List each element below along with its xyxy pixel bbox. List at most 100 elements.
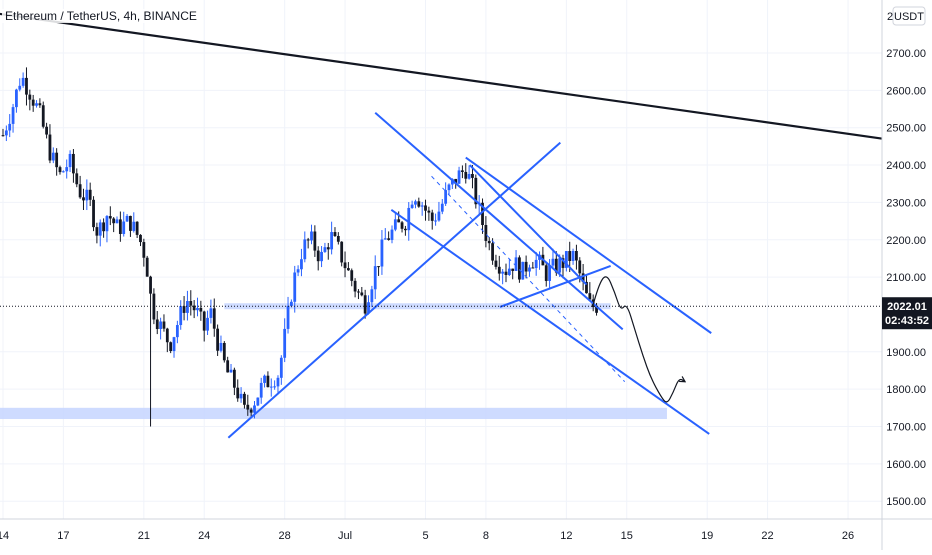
candle-body — [45, 126, 48, 135]
candle-body — [31, 99, 35, 106]
candle-body — [226, 360, 230, 373]
candle-body — [373, 266, 377, 290]
candle-body — [303, 239, 307, 260]
candle-body — [139, 234, 142, 243]
trendline — [465, 156, 712, 334]
candle-body — [461, 170, 464, 172]
trendlines — [0, 12, 885, 439]
candle-body — [420, 205, 424, 207]
candle-body — [11, 107, 15, 124]
candle-body — [397, 219, 401, 223]
candle-body — [239, 393, 243, 399]
candle-body — [259, 382, 263, 398]
candle-body — [28, 94, 32, 100]
candle-body — [353, 280, 357, 292]
candle-body — [548, 265, 551, 281]
candle-body — [340, 241, 344, 263]
candle-body — [434, 220, 437, 222]
candle-body — [232, 369, 236, 388]
candle-body — [387, 238, 391, 240]
candle-body — [336, 236, 340, 242]
candle-body — [521, 261, 525, 280]
candle-body — [467, 173, 471, 179]
candle-body — [534, 259, 538, 269]
candle-body — [15, 89, 18, 108]
candle-body — [440, 203, 444, 212]
symbol-title: Ethereum / TetherUS, 4h, BINANCE — [2, 9, 200, 23]
candle-body — [323, 247, 327, 252]
trendline — [390, 209, 710, 435]
candle-body — [115, 219, 119, 224]
candle-body — [269, 386, 273, 388]
candle-body — [507, 268, 511, 275]
candle-body — [424, 205, 427, 211]
candle-body — [581, 273, 585, 282]
candle-body — [279, 357, 283, 378]
candle-body — [249, 409, 253, 413]
y-tick-label: 2500.00 — [886, 123, 926, 135]
y-tick-label: 1900.00 — [886, 347, 926, 359]
candle-body — [484, 225, 488, 241]
candle-body — [229, 369, 233, 373]
candle-body — [179, 306, 183, 326]
candle-body — [172, 337, 176, 352]
candle-body — [417, 201, 421, 207]
candle-body — [88, 189, 92, 200]
currency-prefix: 2 — [887, 11, 893, 23]
current-price-value: 2022.01 — [887, 301, 927, 313]
candle-body — [95, 227, 99, 236]
candle-body — [132, 221, 136, 231]
candle-body — [571, 251, 575, 261]
y-tick-label: 2700.00 — [886, 48, 926, 60]
candle-body — [72, 153, 75, 174]
y-tick-label: 1800.00 — [886, 384, 926, 396]
candle-body — [276, 377, 280, 387]
candle-body — [363, 295, 367, 314]
candle-body — [142, 242, 146, 258]
candle-body — [390, 229, 394, 240]
y-tick-label: 2600.00 — [886, 85, 926, 97]
candle-body — [222, 342, 226, 361]
y-tick-label: 2100.00 — [886, 272, 926, 284]
candle-body — [48, 134, 52, 161]
y-tick-label: 2300.00 — [886, 197, 926, 209]
candle-body — [35, 103, 38, 106]
candle-body — [528, 267, 531, 272]
candle-body — [585, 281, 588, 294]
candle-body — [450, 178, 454, 185]
candle-body — [65, 167, 69, 172]
candle-body — [202, 311, 206, 331]
candle-body — [159, 321, 163, 330]
candle-body — [105, 216, 109, 232]
candle-body — [199, 307, 203, 312]
candle-body — [85, 189, 89, 201]
trendline — [469, 164, 588, 286]
candle-body — [82, 197, 85, 201]
candle-body — [511, 268, 515, 271]
candle-body — [289, 301, 293, 306]
candle-body — [256, 397, 260, 406]
candle-body — [316, 250, 320, 262]
candle-body — [182, 306, 186, 313]
current-price-tag — [882, 297, 932, 330]
candle-body — [219, 342, 223, 351]
candle-body — [196, 307, 199, 311]
candle-body — [108, 216, 112, 219]
candle-body — [145, 257, 149, 277]
x-tick-label: 28 — [279, 530, 291, 542]
candle-body — [310, 231, 313, 241]
candle-body — [464, 171, 468, 179]
candle-body — [531, 267, 535, 269]
price-axis — [882, 0, 932, 550]
candle-body — [165, 328, 169, 343]
candle-body — [25, 77, 28, 95]
candle-body — [457, 170, 461, 184]
candle-body — [92, 199, 95, 228]
candle-body — [501, 271, 505, 274]
candle-body — [561, 258, 565, 268]
candle-body — [377, 266, 380, 268]
candle-body — [8, 123, 12, 131]
candle-body — [367, 302, 370, 314]
